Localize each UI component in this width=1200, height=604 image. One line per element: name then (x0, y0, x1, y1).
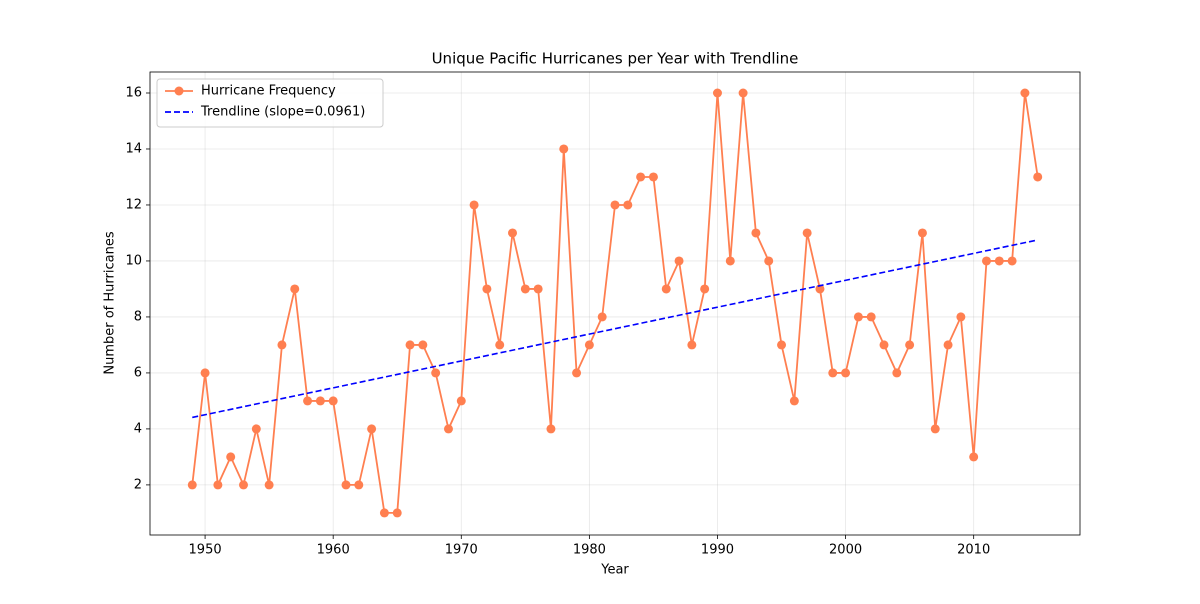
plot-frame (149, 71, 1081, 536)
data-point (264, 480, 274, 490)
data-point (277, 340, 287, 350)
data-point (290, 284, 300, 294)
y-tick-label: 4 (134, 421, 142, 436)
data-point (892, 368, 902, 378)
data-point (546, 424, 556, 434)
y-tick-label: 14 (125, 141, 142, 156)
x-axis-label: Year (600, 563, 629, 578)
data-point (1007, 256, 1017, 266)
y-tick-label: 12 (125, 197, 142, 212)
legend-label: Hurricane Frequency (201, 84, 336, 99)
series-line (191, 92, 1039, 514)
data-point (764, 256, 774, 266)
data-point (917, 228, 927, 238)
data-point (572, 368, 582, 378)
data-point (661, 284, 671, 294)
data-point (725, 256, 735, 266)
data-point (315, 396, 325, 406)
data-point (905, 340, 915, 350)
data-point (841, 368, 851, 378)
data-point (213, 480, 223, 490)
data-point (405, 340, 415, 350)
y-tick-label: 16 (125, 85, 142, 100)
x-tick-label: 1990 (701, 543, 734, 558)
data-point (584, 340, 594, 350)
y-tick-label: 6 (134, 365, 142, 380)
data-point (777, 340, 787, 350)
data-point (418, 340, 428, 350)
chart-title: Unique Pacific Hurricanes per Year with … (432, 50, 799, 68)
data-point (738, 88, 748, 98)
x-tick-label: 1970 (445, 543, 478, 558)
data-point (495, 340, 505, 350)
data-point (597, 312, 607, 322)
x-tick-label: 2010 (957, 543, 990, 558)
data-point (610, 200, 620, 210)
data-point (853, 312, 863, 322)
data-point (431, 368, 441, 378)
y-tick-label: 8 (134, 309, 142, 324)
data-point (303, 396, 313, 406)
data-point (187, 480, 197, 490)
data-point (341, 480, 351, 490)
y-tick-label: 2 (134, 477, 142, 492)
data-point (648, 172, 658, 182)
data-point (1020, 88, 1030, 98)
data-point (1033, 172, 1043, 182)
data-point (636, 172, 646, 182)
data-point (687, 340, 697, 350)
data-point (251, 424, 261, 434)
legend-box (156, 78, 384, 128)
data-point (379, 508, 389, 518)
data-point (866, 312, 876, 322)
y-tick-label: 10 (125, 253, 142, 268)
y-axis-label: Number of Hurricanes (103, 231, 118, 374)
data-point (559, 144, 569, 154)
data-point (239, 480, 249, 490)
legend-label: Trendline (slope=0.0961) (200, 105, 365, 120)
legend: Hurricane Frequency Trendline (slope=0.09… (156, 78, 384, 128)
data-point (815, 284, 825, 294)
data-point (469, 200, 479, 210)
x-tick-label: 2000 (829, 543, 862, 558)
data-point (482, 284, 492, 294)
data-point (443, 424, 453, 434)
x-tick-label: 1960 (317, 543, 350, 558)
data-point (700, 284, 710, 294)
data-point (930, 424, 940, 434)
legend-marker (174, 86, 184, 96)
data-point (981, 256, 991, 266)
data-point (392, 508, 402, 518)
data-point (200, 368, 210, 378)
data-point (367, 424, 377, 434)
data-point (226, 452, 236, 462)
data-point (520, 284, 530, 294)
x-tick-label: 1980 (573, 543, 606, 558)
data-point (354, 480, 364, 490)
data-point (508, 228, 518, 238)
data-point (943, 340, 953, 350)
data-point (789, 396, 799, 406)
data-point (674, 256, 684, 266)
data-point (712, 88, 722, 98)
data-point (879, 340, 889, 350)
data-point (533, 284, 543, 294)
data-point (456, 396, 466, 406)
data-point (802, 228, 812, 238)
data-point (751, 228, 761, 238)
data-point (828, 368, 838, 378)
data-point (969, 452, 979, 462)
data-point (328, 396, 338, 406)
x-tick-label: 1950 (189, 543, 222, 558)
data-point (994, 256, 1004, 266)
data-point (623, 200, 633, 210)
data-point (956, 312, 966, 322)
